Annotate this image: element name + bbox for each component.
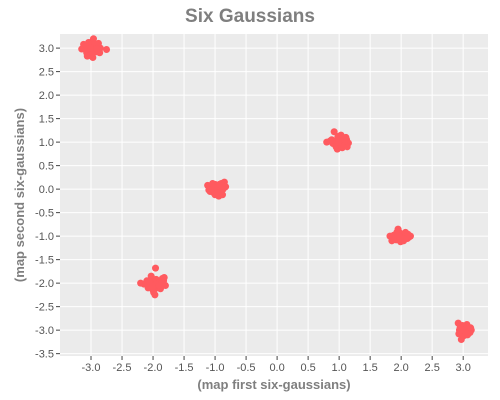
y-tick-label: -3.0 <box>35 325 54 337</box>
data-point <box>342 133 350 141</box>
data-point <box>213 189 221 197</box>
x-axis-title: (map first six-gaussians) <box>197 377 350 392</box>
data-point <box>152 264 160 272</box>
x-tick-label: 1.0 <box>331 362 346 374</box>
data-point <box>218 182 226 190</box>
data-points <box>78 35 475 344</box>
y-tick-label: 3.0 <box>39 43 54 55</box>
x-tick-label: 1.5 <box>362 362 377 374</box>
data-point <box>93 45 101 53</box>
data-point <box>401 235 409 243</box>
x-tick-label: -2.0 <box>144 362 163 374</box>
data-point <box>158 279 166 287</box>
y-tick-label: 0.5 <box>39 161 54 173</box>
y-tick-label: 0.0 <box>39 184 54 196</box>
data-point <box>103 46 111 54</box>
y-tick-label: -1.5 <box>35 255 54 267</box>
data-point <box>160 273 168 281</box>
chart-title: Six Gaussians <box>185 6 315 27</box>
data-point <box>87 44 95 52</box>
data-point <box>326 137 334 145</box>
x-tick-label: 0.5 <box>300 362 315 374</box>
data-point <box>458 326 466 334</box>
data-point <box>205 186 213 194</box>
data-point <box>83 52 91 60</box>
y-tick-label: 2.5 <box>39 67 54 79</box>
x-tick-label: -2.5 <box>113 362 132 374</box>
y-axis-ticks: -3.5 -3.0 -2.5 -2.0 -1.5 -1.0 -0.5 0.0 0.5 1.0 1.5… <box>35 43 60 361</box>
x-axis-ticks: -3.0 -2.5 -2.0 -1.5 -1.0 -0.5 0.0 0.5 1.0 1.5 2.0 2… <box>82 356 471 374</box>
data-point <box>150 289 158 297</box>
data-point <box>148 283 156 291</box>
y-tick-label: 1.5 <box>39 114 54 126</box>
x-tick-label: 2.0 <box>394 362 409 374</box>
y-tick-label: 1.0 <box>39 137 54 149</box>
x-tick-label: -3.0 <box>82 362 101 374</box>
y-tick-label: -3.5 <box>35 349 54 361</box>
x-tick-label: -0.5 <box>237 362 256 374</box>
y-tick-label: -2.5 <box>35 302 54 314</box>
plot-background <box>60 34 488 356</box>
grid-lines <box>60 34 488 356</box>
x-tick-label: 2.5 <box>425 362 440 374</box>
data-point <box>335 138 343 146</box>
y-tick-label: -0.5 <box>35 208 54 220</box>
data-point <box>330 128 338 136</box>
data-point <box>395 232 403 240</box>
y-tick-label: -2.0 <box>35 278 54 290</box>
x-tick-label: 0.0 <box>269 362 284 374</box>
x-tick-label: 3.0 <box>456 362 471 374</box>
data-point <box>137 279 145 287</box>
x-tick-label: -1.5 <box>175 362 194 374</box>
data-point <box>145 277 153 285</box>
x-tick-label: -1.0 <box>206 362 225 374</box>
y-axis-title: (map second six-gaussians) <box>12 108 27 282</box>
data-point <box>343 143 351 151</box>
y-tick-label: -1.0 <box>35 231 54 243</box>
y-tick-label: 2.0 <box>39 90 54 102</box>
